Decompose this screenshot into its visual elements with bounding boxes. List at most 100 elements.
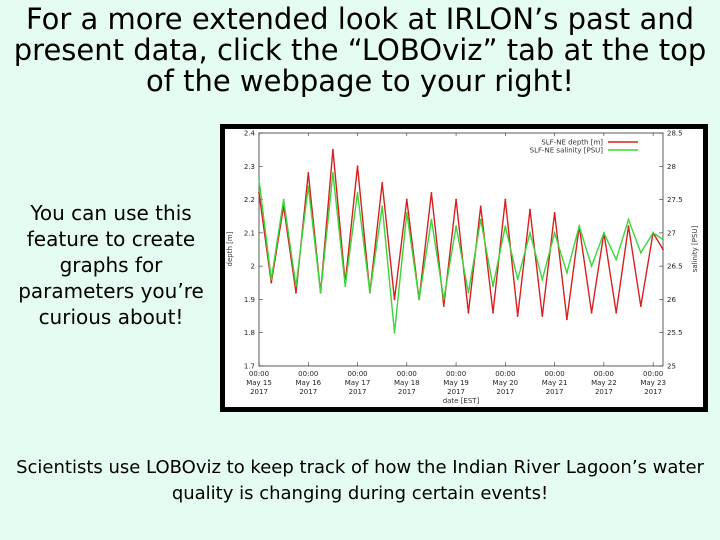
x-tick-label: May 20 xyxy=(493,379,519,387)
x-axis-title: date [EST] xyxy=(443,397,480,405)
data-point xyxy=(282,198,285,201)
data-point xyxy=(602,231,605,234)
data-point xyxy=(627,225,630,228)
data-point xyxy=(516,278,519,281)
x-tick-label: 2017 xyxy=(299,388,317,396)
data-point xyxy=(270,278,273,281)
data-point xyxy=(541,315,544,317)
data-point xyxy=(479,218,482,221)
data-point xyxy=(393,331,396,334)
x-tick-label: 2017 xyxy=(447,388,465,396)
data-point xyxy=(319,291,322,294)
x-tick-label: May 22 xyxy=(591,379,617,387)
data-point xyxy=(566,318,568,321)
right-tick-label: 26.5 xyxy=(667,263,683,271)
data-point xyxy=(418,298,421,301)
x-tick-label: May 15 xyxy=(246,379,272,387)
x-tick-label: 00:00 xyxy=(397,370,417,378)
slide-headline: For a more extended look at IRLON’s past… xyxy=(13,2,707,98)
lobo-timeseries-chart: 1.7 1.8 1.9 2 2.1 2.2 2.3 2.4 25 25.5 26 26.5 27 27.5… xyxy=(225,129,703,407)
data-point xyxy=(541,278,544,281)
x-tick-label: 00:00 xyxy=(249,370,269,378)
right-tick-label: 27.5 xyxy=(667,196,683,204)
legend-label: SLF-NE depth [m] xyxy=(541,139,603,147)
right-tick-label: 25.5 xyxy=(667,329,683,337)
x-tick-label: 00:00 xyxy=(347,370,367,378)
left-tick-label: 2.2 xyxy=(244,196,255,204)
right-tick-label: 28 xyxy=(667,163,676,171)
x-tick-label: May 17 xyxy=(345,379,371,387)
data-point xyxy=(578,225,581,228)
data-point xyxy=(356,165,359,168)
data-point xyxy=(368,291,371,294)
data-point xyxy=(615,258,618,261)
data-point xyxy=(430,218,433,221)
x-tick-label: 2017 xyxy=(349,388,367,396)
x-tick-label: 00:00 xyxy=(594,370,614,378)
data-point xyxy=(467,291,470,294)
data-point xyxy=(270,281,273,284)
data-point xyxy=(639,305,642,307)
data-point xyxy=(393,298,396,301)
data-point xyxy=(430,192,433,194)
data-point xyxy=(258,178,260,181)
data-point xyxy=(307,185,310,188)
x-tick-label: 2017 xyxy=(250,388,268,396)
data-point xyxy=(504,225,507,228)
data-point xyxy=(381,182,384,184)
x-tick-label: May 23 xyxy=(640,379,666,387)
data-point xyxy=(590,311,593,314)
x-tick-label: May 16 xyxy=(295,379,321,387)
data-point xyxy=(442,305,445,307)
x-tick-label: 00:00 xyxy=(298,370,318,378)
right-tick-label: 28.5 xyxy=(667,130,683,138)
x-tick-label: 2017 xyxy=(595,388,613,396)
data-point xyxy=(295,291,297,294)
data-point xyxy=(566,271,568,274)
data-point xyxy=(455,225,457,228)
data-point xyxy=(553,231,556,234)
left-tick-label: 2 xyxy=(251,263,255,271)
data-point xyxy=(381,205,384,208)
x-tick-label: 00:00 xyxy=(643,370,663,378)
data-point xyxy=(405,211,408,214)
x-tick-label: May 21 xyxy=(542,379,568,387)
left-axis-title: depth [m] xyxy=(226,231,234,266)
data-point xyxy=(356,192,359,194)
data-point xyxy=(307,172,310,174)
data-point xyxy=(662,238,664,241)
left-tick-label: 2.4 xyxy=(244,130,256,138)
data-point xyxy=(492,285,494,288)
x-tick-label: 00:00 xyxy=(446,370,466,378)
data-point xyxy=(295,285,297,288)
data-point xyxy=(639,251,642,254)
footer-note: Scientists use LOBOviz to keep track of … xyxy=(16,457,704,504)
x-tick-label: 00:00 xyxy=(495,370,515,378)
right-axis-title: salinity [PSU] xyxy=(691,225,699,272)
left-tick-label: 1.8 xyxy=(244,329,255,337)
data-point xyxy=(405,198,408,201)
x-tick-label: May 19 xyxy=(443,379,469,387)
data-point xyxy=(332,172,334,174)
data-point xyxy=(258,192,260,194)
right-tick-label: 26 xyxy=(667,296,676,304)
data-point xyxy=(504,198,507,201)
x-tick-label: May 18 xyxy=(394,379,420,387)
data-point xyxy=(553,211,556,214)
right-tick-label: 27 xyxy=(667,229,676,237)
data-point xyxy=(516,315,519,317)
data-point xyxy=(442,298,445,301)
side-note: You can use this feature to create graph… xyxy=(18,201,204,329)
left-tick-label: 1.9 xyxy=(244,296,255,304)
data-point xyxy=(529,231,531,234)
x-tick-label: 00:00 xyxy=(545,370,565,378)
data-point xyxy=(492,311,494,314)
legend: SLF-NE depth [m]SLF-NE salinity [PSU] xyxy=(530,139,638,155)
left-tick-label: 2.1 xyxy=(244,229,255,237)
data-point xyxy=(467,311,470,314)
data-point xyxy=(590,265,593,268)
data-point xyxy=(332,148,334,151)
data-point xyxy=(529,208,531,211)
data-point xyxy=(627,218,630,221)
data-point xyxy=(662,248,664,251)
